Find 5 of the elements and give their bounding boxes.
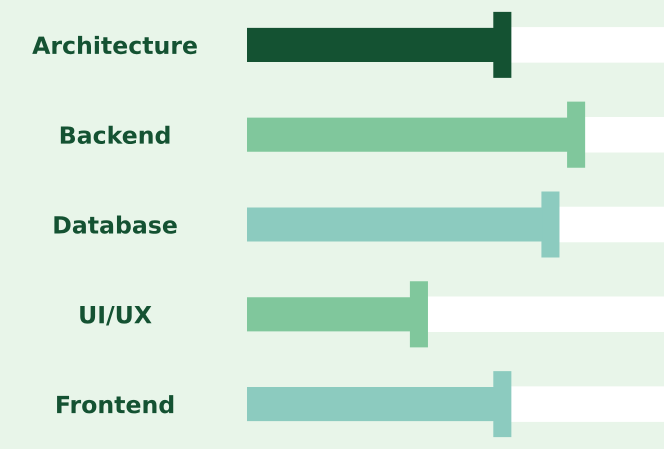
y-tick-label: Database [54,216,177,234]
y-tick-label: UI/UX [80,306,152,326]
y-tick-label: Frontend [57,395,174,414]
y-tick-label: Backend [60,126,170,144]
y-tick-label: Architecture [32,36,197,54]
